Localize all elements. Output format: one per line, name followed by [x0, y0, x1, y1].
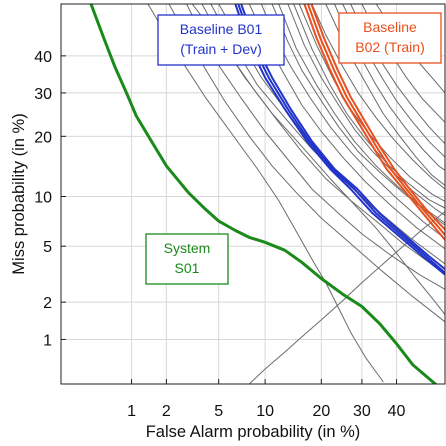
system-det-curve — [89, 4, 437, 384]
other-det-curve — [168, 4, 445, 323]
x-tick-label: 1 — [127, 403, 136, 420]
b02-label-line: Baseline — [363, 19, 417, 35]
legend-boxes: Baseline B01 (Train + Dev) Baseline B02 (Tr… — [145, 12, 442, 285]
other-det-curve — [147, 4, 384, 383]
axis-ticks: 1 2 5 10 20 30 40 1 2 5 10 20 30 40 — [34, 49, 405, 420]
y-tick-label: 2 — [43, 295, 52, 312]
plot-frame — [60, 3, 446, 385]
b01-label-box: Baseline B01 (Train + Dev) — [157, 14, 285, 66]
other-det-curve — [293, 4, 445, 209]
other-det-curve — [191, 4, 445, 316]
x-axis-title: False Alarm probability (in %) — [146, 423, 361, 441]
x-tick-label: 30 — [353, 403, 371, 420]
b02-det-curve — [307, 4, 445, 236]
b01-det-curve — [240, 4, 445, 271]
x-tick-label: 5 — [214, 403, 223, 420]
x-tick-label: 2 — [162, 403, 171, 420]
x-tick-label: 10 — [256, 403, 274, 420]
x-tick-label: 20 — [312, 403, 330, 420]
b01-det-curve — [237, 4, 445, 274]
b01-label-frame — [157, 14, 285, 66]
y-tick-label: 10 — [34, 190, 52, 207]
y-tick-label: 1 — [43, 332, 52, 349]
other-det-curve — [201, 4, 445, 276]
y-tick-label: 5 — [43, 239, 52, 256]
other-det-curve — [186, 4, 445, 290]
other-det-curve — [311, 4, 445, 190]
x-tick-label: 40 — [388, 403, 406, 420]
y-tick-label: 30 — [34, 86, 52, 103]
system-label-line: S01 — [175, 260, 200, 276]
y-axis-title: Miss probability (in %) — [10, 113, 28, 274]
y-tick-label: 40 — [34, 49, 52, 66]
b01-label-line: Baseline B01 — [180, 21, 263, 37]
b02-det-curve — [303, 4, 445, 241]
b02-label-line: B02 (Train) — [355, 39, 425, 55]
b01-label-line: (Train + Dev) — [180, 41, 262, 57]
other-det-curve — [287, 4, 445, 216]
b02-label-box: Baseline B02 (Train) — [338, 12, 442, 64]
other-det-curve — [271, 4, 445, 226]
system-label-box: System S01 — [145, 233, 229, 285]
b02-label-frame — [338, 12, 442, 64]
det-curves — [89, 4, 445, 384]
system-label-frame — [145, 233, 229, 285]
system-label-line: System — [164, 240, 211, 256]
y-tick-label: 20 — [34, 129, 52, 146]
b02-det-curve — [310, 4, 445, 231]
b01-det-curve — [234, 4, 445, 276]
